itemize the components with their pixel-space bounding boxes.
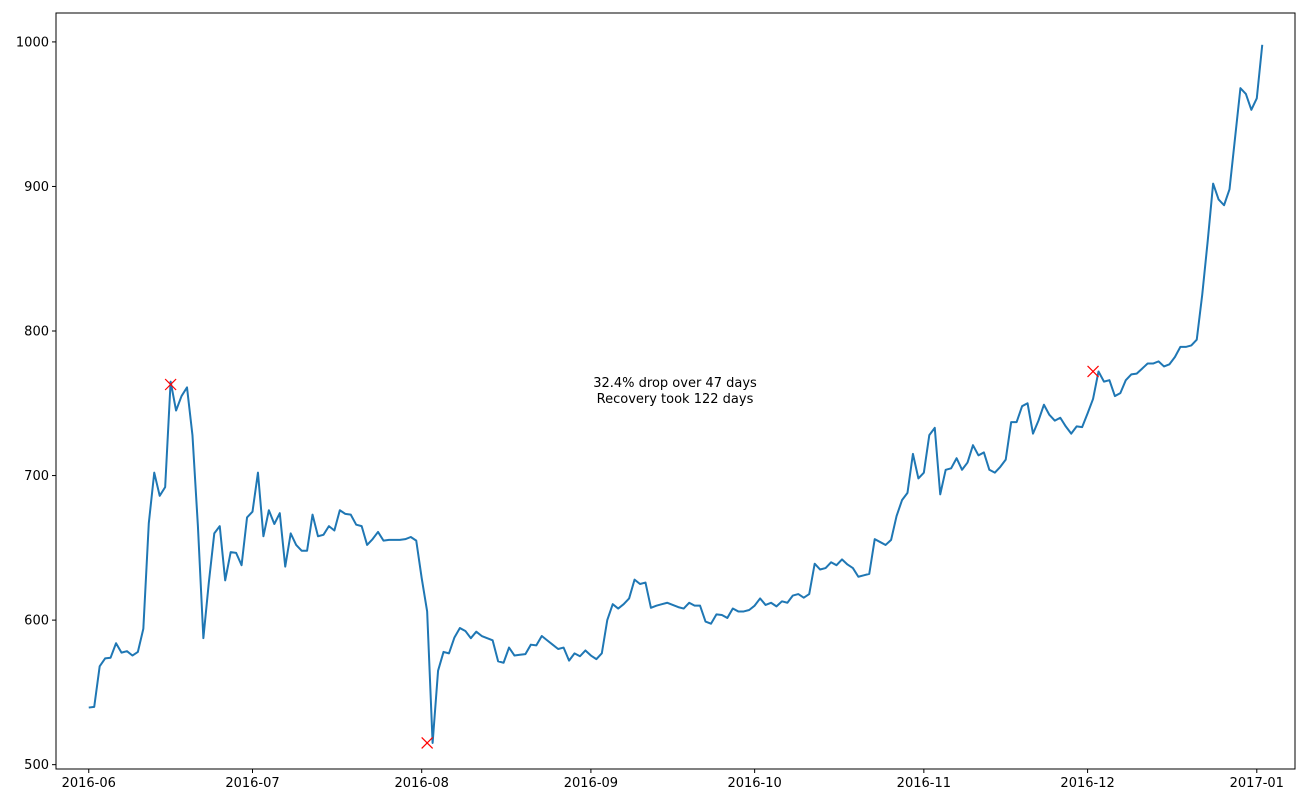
peak-marker bbox=[164, 378, 177, 391]
x-tick-label: 2016-11 bbox=[897, 776, 951, 791]
markers-group bbox=[164, 365, 1099, 749]
y-tick-label: 700 bbox=[24, 469, 49, 484]
axis-ticks: 2016-06 2016-07 2016-08 2016-09 2016-10 2016-… bbox=[16, 35, 1284, 791]
y-tick-label: 500 bbox=[24, 758, 49, 773]
x-tick-label: 2017-01 bbox=[1230, 776, 1284, 791]
series-line bbox=[88, 44, 1264, 744]
plot-background bbox=[56, 13, 1295, 769]
recovery-marker bbox=[1087, 365, 1099, 378]
plot-frame bbox=[55, 12, 1296, 770]
x-tick-label: 2016-07 bbox=[225, 776, 279, 791]
y-tick-label: 800 bbox=[24, 325, 49, 340]
x-tick-label: 2016-12 bbox=[1060, 776, 1114, 791]
y-tick-label: 1000 bbox=[16, 35, 49, 50]
x-tick-label: 2016-10 bbox=[727, 776, 781, 791]
y-tick-label: 900 bbox=[24, 180, 49, 195]
x-tick-label: 2016-06 bbox=[62, 776, 116, 791]
x-tick-label: 2016-08 bbox=[395, 776, 449, 791]
trough-marker bbox=[421, 737, 434, 749]
x-tick-label: 2016-09 bbox=[564, 776, 618, 791]
annotation-line-2: Recovery took 122 days bbox=[597, 392, 754, 407]
series-group bbox=[88, 44, 1264, 744]
y-tick-label: 600 bbox=[24, 614, 49, 629]
annotation-line-1: 32.4% drop over 47 days bbox=[593, 376, 757, 391]
